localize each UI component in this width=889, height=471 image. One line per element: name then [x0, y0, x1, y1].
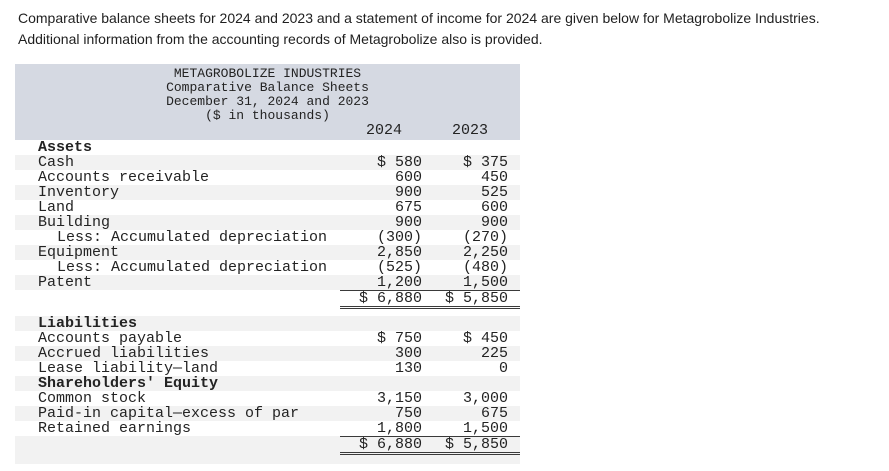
value-2023: 225	[480, 345, 508, 362]
value-2023: 450	[480, 169, 508, 186]
value-2024: 900	[394, 214, 422, 231]
column-header-2023: 2023	[451, 122, 488, 139]
table-row: Paid-in capital—excess of par 750 675	[15, 406, 520, 421]
row-label	[15, 290, 340, 309]
value-2023: 525	[480, 184, 508, 201]
row-label: Cash	[38, 154, 75, 171]
section-header-row: Assets	[15, 140, 520, 155]
value-2024: $ 6,880	[340, 290, 430, 309]
table-row: Building 900 900	[15, 215, 520, 230]
statement-body: Assets Cash $ 580 $ 375 Accounts receivable 6…	[15, 140, 520, 464]
row-label: Lease liability—land	[38, 360, 219, 377]
value-2024: 675	[394, 199, 422, 216]
row-label: Accounts payable	[38, 330, 183, 347]
value-2024: $ 580	[376, 154, 422, 171]
value-2024: 1,800	[376, 420, 422, 437]
row-label: Less: Accumulated depreciation	[57, 259, 328, 276]
section-header-row: Liabilities	[15, 316, 520, 331]
row-label: Patent	[38, 274, 93, 291]
table-row: Inventory 900 525	[15, 185, 520, 200]
value-2023: $ 5,850	[430, 290, 520, 309]
value-2024: (300)	[376, 229, 422, 246]
table-row: Patent 1,200 1,500	[15, 275, 520, 290]
table-row: Less: Accumulated depreciation (300) (270)	[15, 230, 520, 245]
value-2023: 3,000	[462, 390, 508, 407]
value-2024: 2,850	[376, 244, 422, 261]
value-2024: 130	[394, 360, 422, 377]
bottom-strip-row	[15, 455, 520, 464]
table-row: Equipment 2,850 2,250	[15, 245, 520, 260]
row-label: Equipment	[38, 244, 120, 261]
table-row: Less: Accumulated depreciation (525) (480)	[15, 260, 520, 275]
statement-header: METAGROBOLIZE INDUSTRIES Comparative Bala…	[15, 64, 520, 140]
value-2023: $ 450	[462, 330, 508, 347]
balance-sheet-table: METAGROBOLIZE INDUSTRIES Comparative Bala…	[15, 64, 520, 464]
value-2024: (525)	[376, 259, 422, 276]
value-2023: 600	[480, 199, 508, 216]
column-header-row: 2024 2023	[15, 123, 520, 140]
value-2023: 1,500	[462, 274, 508, 291]
value-2023: $ 5,850	[430, 436, 520, 455]
row-label: Assets	[38, 139, 93, 156]
row-label: Accounts receivable	[38, 169, 210, 186]
table-row: Common stock 3,150 3,000	[15, 391, 520, 406]
table-row: Lease liability—land 130 0	[15, 361, 520, 376]
value-2023: 0	[498, 360, 508, 377]
value-2023: (270)	[462, 229, 508, 246]
statement-title-line: METAGROBOLIZE INDUSTRIES	[173, 66, 362, 81]
value-2024: 300	[394, 345, 422, 362]
statement-title: METAGROBOLIZE INDUSTRIES Comparative Bala…	[15, 67, 520, 123]
value-2023: 900	[480, 214, 508, 231]
value-2023: (480)	[462, 259, 508, 276]
row-label: Liabilities	[38, 315, 138, 332]
statement-title-line: December 31, 2024 and 2023	[166, 94, 369, 109]
statement-title-line: ($ in thousands)	[205, 108, 330, 123]
value-2023: 675	[480, 405, 508, 422]
table-row: Accrued liabilities 300 225	[15, 346, 520, 361]
row-label	[15, 436, 340, 455]
value-2024: 900	[394, 184, 422, 201]
table-row: Accounts payable $ 750 $ 450	[15, 331, 520, 346]
column-header-2024: 2024	[365, 122, 402, 139]
total-row: $ 6,880 $ 5,850	[15, 436, 520, 455]
column-header-spacer	[15, 123, 340, 140]
value-2024: 3,150	[376, 390, 422, 407]
value-2024: 600	[394, 169, 422, 186]
value-2024: 750	[394, 405, 422, 422]
row-label: Land	[38, 199, 75, 216]
value-2023: 2,250	[462, 244, 508, 261]
row-label: Building	[38, 214, 111, 231]
intro-text: Comparative balance sheets for 2024 and …	[18, 10, 820, 47]
row-label: Shareholders' Equity	[38, 375, 219, 392]
value-2024: $ 6,880	[340, 436, 430, 455]
value-2024: $ 750	[376, 330, 422, 347]
row-label: Accrued liabilities	[38, 345, 210, 362]
table-row: Cash $ 580 $ 375	[15, 155, 520, 170]
value-2023: 1,500	[462, 420, 508, 437]
table-row: Retained earnings 1,800 1,500	[15, 421, 520, 436]
table-row: Accounts receivable 600 450	[15, 170, 520, 185]
statement-title-line: Comparative Balance Sheets	[166, 80, 369, 95]
section-header-row: Shareholders' Equity	[15, 376, 520, 391]
row-label: Less: Accumulated depreciation	[57, 229, 328, 246]
row-label: Paid-in capital—excess of par	[38, 405, 300, 422]
total-row: $ 6,880 $ 5,850	[15, 290, 520, 309]
row-label: Common stock	[38, 390, 147, 407]
table-row: Land 675 600	[15, 200, 520, 215]
value-2023: $ 375	[462, 154, 508, 171]
value-2024: 1,200	[376, 274, 422, 291]
row-label: Inventory	[38, 184, 120, 201]
row-label: Retained earnings	[38, 420, 192, 437]
